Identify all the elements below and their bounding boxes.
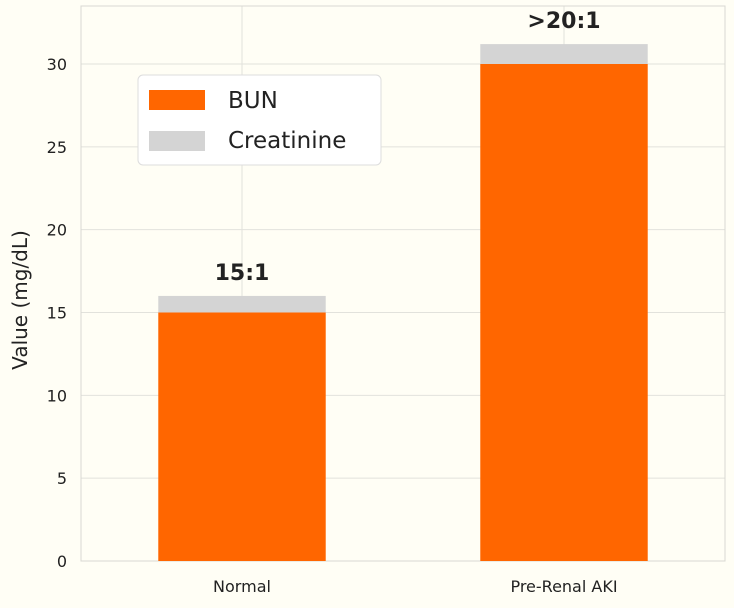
legend-swatch-creatinine	[149, 131, 205, 151]
y-tick-label: 25	[47, 138, 67, 157]
legend-label-bun: BUN	[228, 88, 278, 114]
bar-bun	[480, 63, 648, 561]
y-tick-label: 10	[47, 386, 67, 405]
x-tick-label: Pre-Renal AKI	[510, 577, 617, 596]
legend-label-creatinine: Creatinine	[228, 128, 346, 154]
ratio-annotation: >20:1	[527, 9, 600, 34]
bar-creatinine	[158, 295, 326, 313]
y-tick-label: 5	[57, 469, 67, 488]
y-tick-label: 15	[47, 303, 67, 322]
y-tick-label: 30	[47, 55, 67, 74]
y-tick-label: 20	[47, 221, 67, 240]
axis-ticks: 0 5 10 15 20 25 30 Normal Pre-Renal AKI	[47, 55, 618, 596]
x-tick-label: Normal	[213, 577, 271, 596]
y-axis-title: Value (mg/dL)	[8, 230, 32, 370]
legend-swatch-bun	[149, 90, 205, 110]
ratio-annotation: 15:1	[215, 261, 270, 286]
plot-frame	[80, 5, 726, 562]
legend: BUN Creatinine	[137, 74, 382, 166]
bars	[158, 44, 648, 561]
y-tick-label: 0	[57, 552, 67, 571]
bar-creatinine	[480, 44, 648, 64]
bar-annotations: 15:1 >20:1	[215, 9, 601, 286]
bar-bun	[158, 312, 326, 561]
